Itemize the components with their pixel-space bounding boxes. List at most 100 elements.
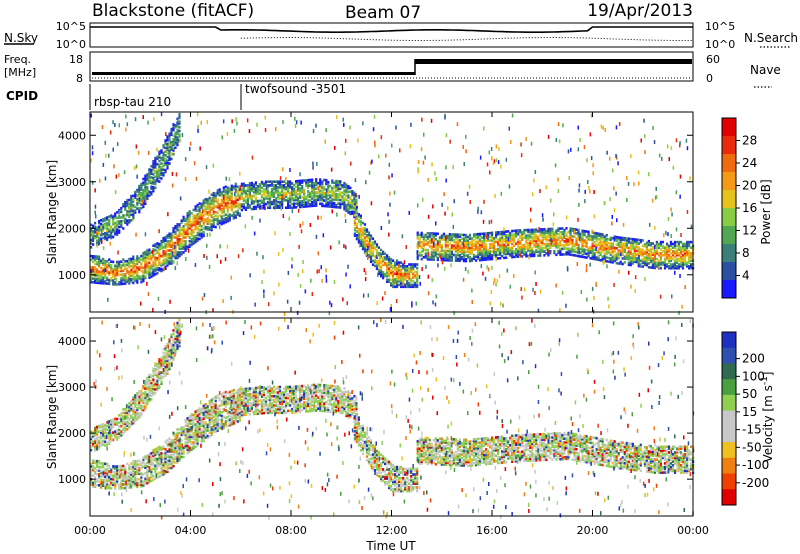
power-noise-cell — [525, 137, 527, 142]
power-cell — [355, 224, 358, 228]
power-cell — [132, 211, 135, 214]
power-cell — [114, 216, 117, 219]
power-noise-cell — [239, 185, 241, 190]
power-noise-cell — [326, 188, 328, 193]
power-cell — [272, 187, 276, 191]
power-noise-cell — [644, 134, 646, 139]
power-cell — [144, 265, 147, 269]
power-cell — [307, 190, 310, 193]
power-cell — [499, 249, 502, 253]
power-cell — [684, 253, 687, 257]
power-cell — [154, 171, 157, 175]
power-cell — [543, 246, 546, 250]
velocity-cell — [114, 472, 117, 476]
power-cell — [686, 250, 689, 253]
power-cell — [647, 241, 650, 245]
velocity-cell — [150, 470, 153, 473]
power-cell — [585, 248, 588, 252]
power-cell — [587, 247, 590, 250]
power-cell — [339, 193, 342, 196]
power-noise-cell — [493, 159, 496, 164]
power-cell — [351, 201, 354, 204]
power-cell — [339, 198, 342, 202]
power-cell — [283, 180, 286, 183]
power-cell — [297, 183, 300, 187]
power-cell — [190, 232, 193, 236]
power-cell — [230, 197, 233, 201]
power-cell — [272, 184, 276, 187]
power-cell — [365, 254, 369, 257]
power-noise-cell — [391, 173, 393, 178]
power-cell — [363, 226, 367, 230]
power-noise-cell — [197, 128, 199, 133]
power-cell — [571, 244, 574, 247]
power-cell — [430, 241, 433, 245]
power-noise-cell — [432, 204, 434, 209]
power-noise-cell — [609, 156, 611, 161]
power-cell — [184, 243, 187, 247]
velocity-cell — [110, 470, 113, 473]
power-cell — [375, 262, 379, 265]
power-cell — [353, 221, 356, 224]
power-cell — [673, 250, 677, 253]
power-cell — [388, 261, 391, 265]
power-cell — [659, 252, 662, 255]
power-cell — [529, 247, 532, 250]
velocity-cell — [118, 485, 121, 488]
power-cell — [645, 250, 648, 254]
power-cell — [134, 211, 137, 214]
power-cell — [325, 191, 328, 195]
power-noise-cell — [344, 213, 346, 218]
power-cell — [325, 204, 328, 208]
power-cell — [94, 268, 97, 271]
power-noise-cell — [96, 231, 98, 236]
power-cell — [307, 191, 310, 195]
freq-panel: Freq. [MHz] 18 8 60 0 Nave — [4, 51, 781, 88]
power-cell — [166, 249, 169, 252]
power-cell — [98, 255, 101, 259]
power-cell — [507, 233, 510, 237]
power-noise-cell — [181, 232, 183, 237]
power-noise-cell — [479, 155, 482, 160]
velocity-cell — [150, 463, 153, 466]
power-cell — [615, 237, 618, 241]
cpid-segment-1: rbsp-tau 210 — [94, 95, 171, 109]
power-cell — [353, 219, 356, 222]
power-cell — [293, 189, 296, 193]
power-cell — [414, 283, 417, 287]
velocity-cell — [146, 461, 149, 465]
power-noise-cell — [316, 161, 318, 166]
power-cell — [483, 236, 486, 239]
power-cell — [168, 151, 171, 154]
colorbar-swatch — [722, 208, 736, 227]
power-cell — [283, 184, 286, 187]
velocity-cell — [108, 470, 111, 473]
power-cell — [234, 201, 237, 204]
velocity-cell — [140, 481, 143, 485]
power-cell — [186, 230, 189, 234]
power-cell — [166, 163, 169, 166]
power-noise-cell — [539, 289, 542, 294]
power-cell — [583, 250, 586, 253]
power-cell — [438, 245, 441, 249]
power-cell — [164, 265, 167, 269]
power-cell — [404, 274, 407, 277]
power-cell — [285, 191, 288, 195]
power-cell — [363, 238, 367, 241]
power-cell — [585, 252, 588, 256]
power-cell — [106, 269, 109, 272]
power-cell — [309, 178, 312, 182]
power-noise-cell — [239, 171, 241, 176]
power-cell — [521, 238, 524, 241]
power-noise-cell — [592, 171, 594, 176]
power-cell — [613, 235, 616, 238]
power-cell — [535, 237, 538, 241]
power-cell — [321, 180, 324, 183]
beam-title: Beam 07 — [345, 3, 421, 23]
power-cell — [688, 266, 691, 270]
power-cell — [386, 280, 389, 283]
power-cell — [489, 235, 492, 239]
power-cell — [164, 159, 167, 163]
power-cell — [669, 265, 673, 268]
power-cell — [96, 239, 99, 242]
